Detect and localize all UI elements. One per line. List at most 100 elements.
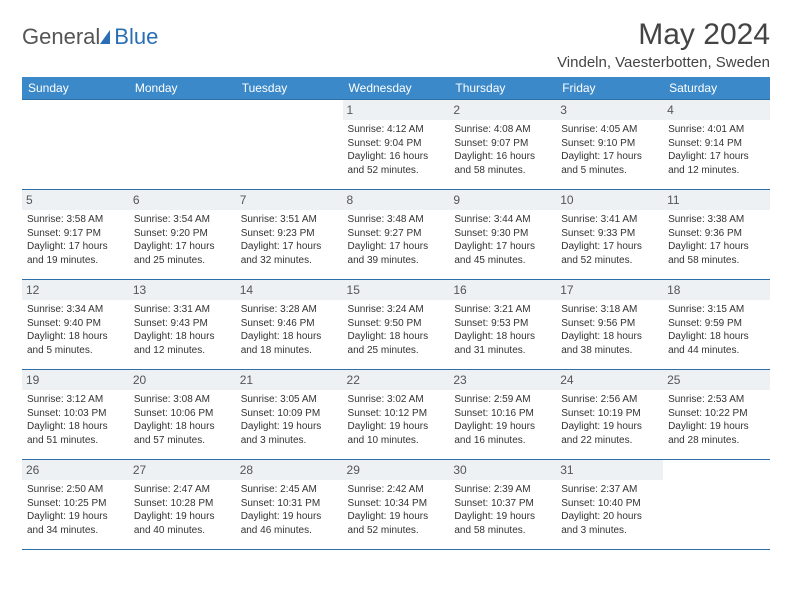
day-number: 29 bbox=[343, 460, 450, 480]
sunrise-line: Sunrise: 3:05 AM bbox=[241, 393, 338, 407]
calendar-day-cell: 14Sunrise: 3:28 AMSunset: 9:46 PMDayligh… bbox=[236, 280, 343, 370]
day-number: 27 bbox=[129, 460, 236, 480]
calendar-day-cell: 10Sunrise: 3:41 AMSunset: 9:33 PMDayligh… bbox=[556, 190, 663, 280]
calendar-week-row: 19Sunrise: 3:12 AMSunset: 10:03 PMDaylig… bbox=[22, 370, 770, 460]
daylight-line: Daylight: 19 hours and 58 minutes. bbox=[454, 510, 551, 537]
day-number: 21 bbox=[236, 370, 343, 390]
sunset-line: Sunset: 10:12 PM bbox=[348, 407, 445, 421]
sunrise-line: Sunrise: 4:01 AM bbox=[668, 123, 765, 137]
sunrise-line: Sunrise: 3:34 AM bbox=[27, 303, 124, 317]
daylight-line: Daylight: 19 hours and 28 minutes. bbox=[668, 420, 765, 447]
day-number: 3 bbox=[556, 100, 663, 120]
daylight-line: Daylight: 18 hours and 57 minutes. bbox=[134, 420, 231, 447]
sunset-line: Sunset: 10:09 PM bbox=[241, 407, 338, 421]
day-number: 30 bbox=[449, 460, 556, 480]
day-number: 31 bbox=[556, 460, 663, 480]
sunrise-line: Sunrise: 3:18 AM bbox=[561, 303, 658, 317]
calendar-day-cell: 26 Sunrise: 2:50 AMSunset: 10:25 PMDaylig… bbox=[22, 460, 129, 550]
calendar-day-cell: 3Sunrise: 4:05 AMSunset: 9:10 PMDaylight… bbox=[556, 100, 663, 190]
calendar-day-cell: 27Sunrise: 2:47 AMSunset: 10:28 PMDaylig… bbox=[129, 460, 236, 550]
weekday-header: Tuesday bbox=[236, 77, 343, 100]
sunset-line: Sunset: 9:30 PM bbox=[454, 227, 551, 241]
calendar-week-row: 5Sunrise: 3:58 AMSunset: 9:17 PMDaylight… bbox=[22, 190, 770, 280]
daylight-line: Daylight: 19 hours and 52 minutes. bbox=[348, 510, 445, 537]
daylight-line: Daylight: 18 hours and 38 minutes. bbox=[561, 330, 658, 357]
daylight-line: Daylight: 19 hours and 34 minutes. bbox=[27, 510, 124, 537]
day-number: 22 bbox=[343, 370, 450, 390]
sunset-line: Sunset: 9:10 PM bbox=[561, 137, 658, 151]
sunrise-line: Sunrise: 3:51 AM bbox=[241, 213, 338, 227]
sunset-line: Sunset: 9:56 PM bbox=[561, 317, 658, 331]
location-label: Vindeln, Vaesterbotten, Sweden bbox=[557, 54, 770, 71]
day-number: 2 bbox=[449, 100, 556, 120]
calendar-day-cell: 9Sunrise: 3:44 AMSunset: 9:30 PMDaylight… bbox=[449, 190, 556, 280]
calendar-head: SundayMondayTuesdayWednesdayThursdayFrid… bbox=[22, 77, 770, 100]
weekday-row: SundayMondayTuesdayWednesdayThursdayFrid… bbox=[22, 77, 770, 100]
calendar-week-row: 12Sunrise: 3:34 AMSunset: 9:40 PMDayligh… bbox=[22, 280, 770, 370]
day-number: 11 bbox=[663, 190, 770, 210]
daylight-line: Daylight: 19 hours and 46 minutes. bbox=[241, 510, 338, 537]
daylight-line: Daylight: 19 hours and 16 minutes. bbox=[454, 420, 551, 447]
sunrise-line: Sunrise: 2:53 AM bbox=[668, 393, 765, 407]
sunrise-line: Sunrise: 3:54 AM bbox=[134, 213, 231, 227]
sunset-line: Sunset: 9:07 PM bbox=[454, 137, 551, 151]
weekday-header: Monday bbox=[129, 77, 236, 100]
calendar-table: SundayMondayTuesdayWednesdayThursdayFrid… bbox=[22, 77, 770, 550]
sunrise-line: Sunrise: 2:47 AM bbox=[134, 483, 231, 497]
sunrise-line: Sunrise: 4:08 AM bbox=[454, 123, 551, 137]
calendar-day-cell: 6Sunrise: 3:54 AMSunset: 9:20 PMDaylight… bbox=[129, 190, 236, 280]
calendar-day-cell: 11Sunrise: 3:38 AMSunset: 9:36 PMDayligh… bbox=[663, 190, 770, 280]
calendar-day-cell: 4Sunrise: 4:01 AMSunset: 9:14 PMDaylight… bbox=[663, 100, 770, 190]
calendar-day-cell: 23Sunrise: 2:59 AMSunset: 10:16 PMDaylig… bbox=[449, 370, 556, 460]
calendar-day-cell: 29 Sunrise: 2:42 AMSunset: 10:34 PMDaylig… bbox=[343, 460, 450, 550]
daylight-line: Daylight: 17 hours and 32 minutes. bbox=[241, 240, 338, 267]
calendar-day-cell: 30Sunrise: 2:39 AMSunset: 10:37 PMDaylig… bbox=[449, 460, 556, 550]
calendar-day-cell: 22Sunrise: 3:02 AMSunset: 10:12 PMDaylig… bbox=[343, 370, 450, 460]
sunrise-line: Sunrise: 2:50 AM bbox=[27, 483, 124, 497]
sunrise-line: Sunrise: 3:28 AM bbox=[241, 303, 338, 317]
day-number: 24 bbox=[556, 370, 663, 390]
weekday-header: Friday bbox=[556, 77, 663, 100]
daylight-line: Daylight: 17 hours and 19 minutes. bbox=[27, 240, 124, 267]
calendar-day-cell: 17Sunrise: 3:18 AMSunset: 9:56 PMDayligh… bbox=[556, 280, 663, 370]
month-title: May 2024 bbox=[557, 18, 770, 52]
day-number: 8 bbox=[343, 190, 450, 210]
day-number: 13 bbox=[129, 280, 236, 300]
day-number: 4 bbox=[663, 100, 770, 120]
day-number: 23 bbox=[449, 370, 556, 390]
calendar-day-cell: 5Sunrise: 3:58 AMSunset: 9:17 PMDaylight… bbox=[22, 190, 129, 280]
daylight-line: Daylight: 19 hours and 10 minutes. bbox=[348, 420, 445, 447]
calendar-day-cell: 19Sunrise: 3:12 AMSunset: 10:03 PMDaylig… bbox=[22, 370, 129, 460]
day-number: 9 bbox=[449, 190, 556, 210]
daylight-line: Daylight: 17 hours and 39 minutes. bbox=[348, 240, 445, 267]
daylight-line: Daylight: 18 hours and 31 minutes. bbox=[454, 330, 551, 357]
calendar-day-cell: 25Sunrise: 2:53 AMSunset: 10:22 PMDaylig… bbox=[663, 370, 770, 460]
sunset-line: Sunset: 10:06 PM bbox=[134, 407, 231, 421]
logo-triangle-icon bbox=[100, 30, 110, 44]
calendar-day-cell: 15Sunrise: 3:24 AMSunset: 9:50 PMDayligh… bbox=[343, 280, 450, 370]
daylight-line: Daylight: 20 hours and 3 minutes. bbox=[561, 510, 658, 537]
header: General Blue May 2024 Vindeln, Vaesterbo… bbox=[22, 18, 770, 71]
sunset-line: Sunset: 10:34 PM bbox=[348, 497, 445, 511]
daylight-line: Daylight: 19 hours and 22 minutes. bbox=[561, 420, 658, 447]
sunrise-line: Sunrise: 2:42 AM bbox=[348, 483, 445, 497]
sunrise-line: Sunrise: 2:59 AM bbox=[454, 393, 551, 407]
calendar-body: 1Sunrise: 4:12 AMSunset: 9:04 PMDaylight… bbox=[22, 100, 770, 550]
day-number: 16 bbox=[449, 280, 556, 300]
daylight-line: Daylight: 16 hours and 52 minutes. bbox=[348, 150, 445, 177]
sunset-line: Sunset: 10:40 PM bbox=[561, 497, 658, 511]
daylight-line: Daylight: 18 hours and 44 minutes. bbox=[668, 330, 765, 357]
day-number: 26 bbox=[22, 460, 129, 480]
calendar-day-cell: 8Sunrise: 3:48 AMSunset: 9:27 PMDaylight… bbox=[343, 190, 450, 280]
sunrise-line: Sunrise: 2:56 AM bbox=[561, 393, 658, 407]
sunrise-line: Sunrise: 3:48 AM bbox=[348, 213, 445, 227]
daylight-line: Daylight: 17 hours and 52 minutes. bbox=[561, 240, 658, 267]
sunset-line: Sunset: 10:25 PM bbox=[27, 497, 124, 511]
calendar-day-cell: 18Sunrise: 3:15 AMSunset: 9:59 PMDayligh… bbox=[663, 280, 770, 370]
logo-text-part2: Blue bbox=[114, 24, 158, 50]
sunset-line: Sunset: 9:33 PM bbox=[561, 227, 658, 241]
daylight-line: Daylight: 17 hours and 58 minutes. bbox=[668, 240, 765, 267]
daylight-line: Daylight: 18 hours and 5 minutes. bbox=[27, 330, 124, 357]
daylight-line: Daylight: 18 hours and 51 minutes. bbox=[27, 420, 124, 447]
daylight-line: Daylight: 17 hours and 25 minutes. bbox=[134, 240, 231, 267]
